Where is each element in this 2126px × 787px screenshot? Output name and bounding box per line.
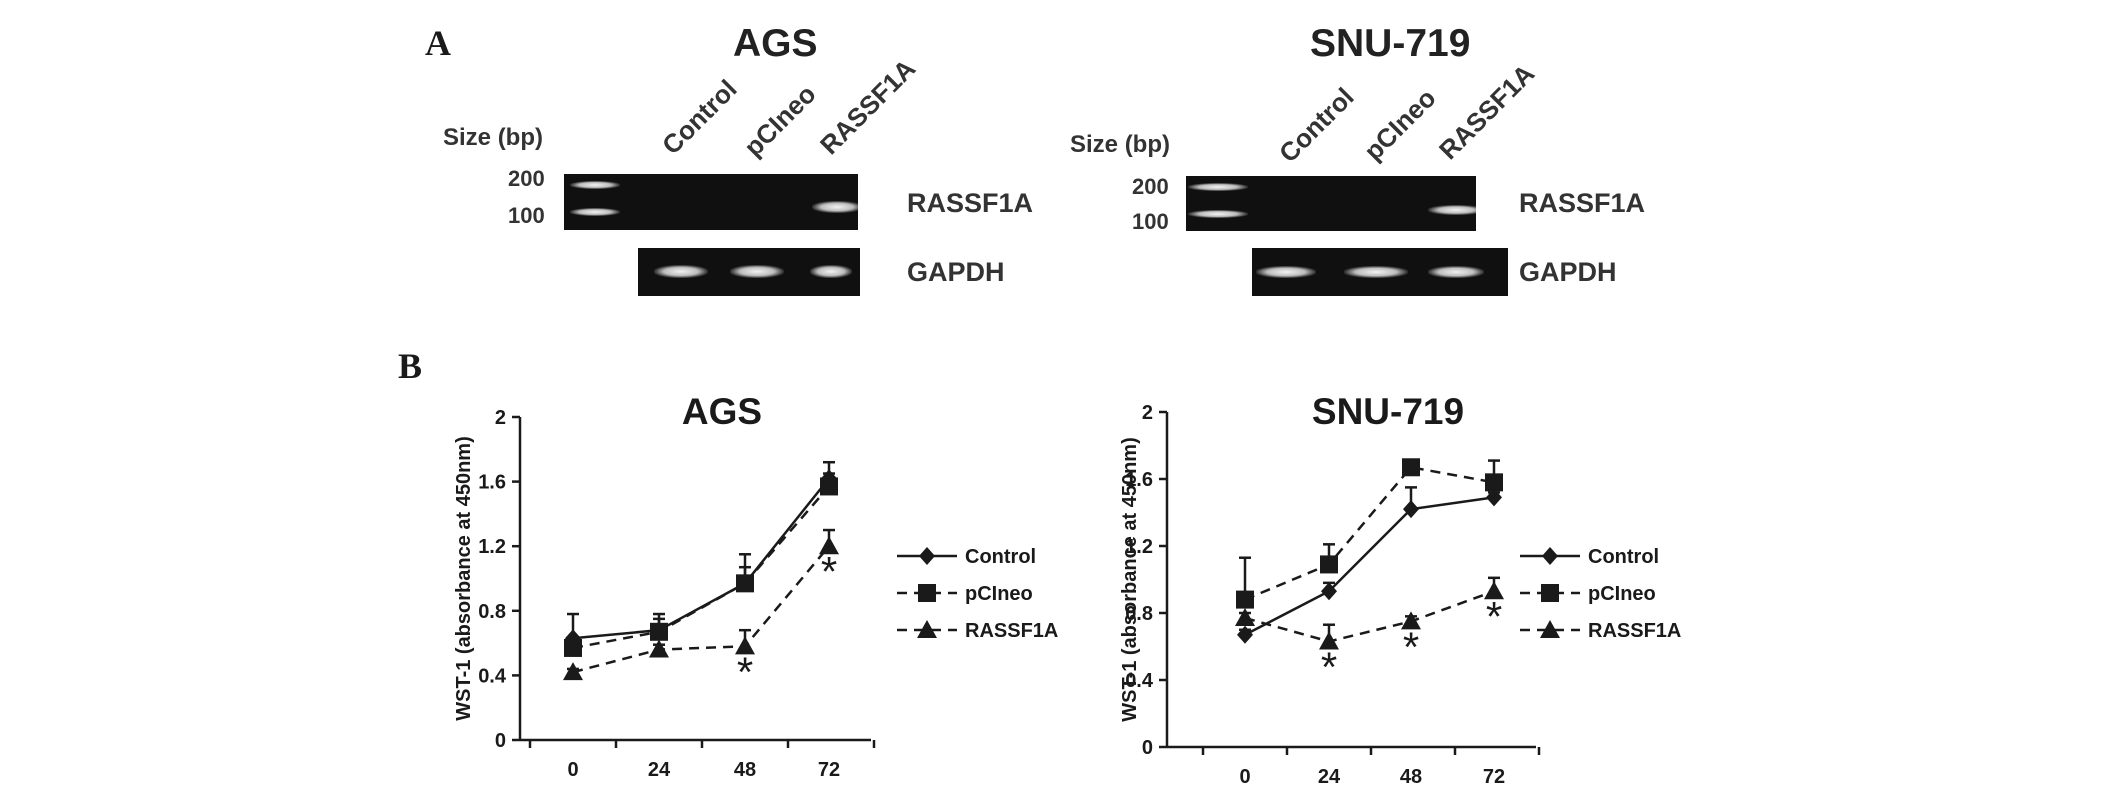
ladder-band-100 xyxy=(1188,210,1248,218)
chart0-series-line-rassf1a xyxy=(572,545,830,674)
chart0-series-line-pcineo xyxy=(572,485,830,650)
chart0-series-line-control xyxy=(572,477,830,640)
chart1-title: SNU-719 xyxy=(1312,391,1464,432)
chart1-y-tick-label: 2 xyxy=(1142,402,1153,424)
chart1-x-tick-label: 48 xyxy=(1400,766,1422,787)
chart1-point-pcineo xyxy=(1320,555,1338,574)
chart1-point-control xyxy=(1486,488,1502,507)
chart1-series-line-control xyxy=(1244,496,1495,636)
marker-200-ags: 200 xyxy=(508,166,545,191)
band-rassf1a-snu719 xyxy=(1428,205,1476,215)
gel-gapdh-ags xyxy=(638,248,860,296)
chart1-x-tick-label: 72 xyxy=(1483,766,1505,787)
chart0-legend-marker-pcineo xyxy=(918,584,936,602)
chart1-legend-label-control: Control xyxy=(1588,546,1659,568)
band-gapdh-pcineo-ags xyxy=(730,265,784,278)
gel-gapdh-snu719 xyxy=(1252,248,1508,296)
chart1-series-line-rassf1a xyxy=(1244,590,1495,643)
chart1-ylabel: WST-1 (absorbance at 450nm) xyxy=(1119,437,1141,722)
chart0-significance-star: * xyxy=(821,548,837,595)
chart0-point-rassf1a xyxy=(563,662,583,681)
chart1-point-pcineo xyxy=(1402,458,1420,477)
band-gapdh-rassf1a-snu719 xyxy=(1428,266,1484,278)
chart0-y-tick-label: 1.2 xyxy=(478,536,506,558)
chart0-y-tick-label: 0.4 xyxy=(478,665,507,687)
chart1-x-tick-label: 0 xyxy=(1239,766,1250,787)
chart0-x-tick-label: 24 xyxy=(648,759,671,781)
chart1-y-tick-label: 1.6 xyxy=(1125,469,1153,491)
marker-100-ags: 100 xyxy=(508,203,545,228)
chart0-legend-label-pcineo: pCIneo xyxy=(965,583,1033,605)
marker-100-snu719: 100 xyxy=(1132,209,1169,234)
chart0-point-rassf1a xyxy=(735,636,755,655)
chart1-point-rassf1a xyxy=(1235,608,1255,627)
chart0-legend-label-control: Control xyxy=(965,546,1036,568)
chart1-point-rassf1a xyxy=(1401,611,1421,630)
chart1-y-tick-label: 0.4 xyxy=(1125,670,1154,692)
chart0-x-tick-label: 48 xyxy=(734,759,756,781)
chart1-legend-label-rassf1a: RASSF1A xyxy=(1588,620,1681,642)
chart1-point-pcineo xyxy=(1236,590,1254,609)
band-rassf1a-ags xyxy=(812,201,858,213)
chart0-x-tick-label: 72 xyxy=(818,759,840,781)
chart1-point-control xyxy=(1237,625,1253,644)
chart0-legend-marker-control xyxy=(919,547,935,565)
chart0-x-tick-label: 0 xyxy=(567,759,578,781)
gel-title-ags: AGS xyxy=(733,22,818,65)
gel-rassf1a-ags xyxy=(564,174,858,230)
chart0-point-rassf1a xyxy=(819,536,839,555)
chart1-y-tick-label: 1.2 xyxy=(1125,536,1153,558)
ladder-band-200 xyxy=(570,181,620,189)
chart1-x-tick-label: 24 xyxy=(1318,766,1341,787)
chart1-legend-label-pcineo: pCIneo xyxy=(1588,583,1656,605)
chart0-point-pcineo xyxy=(564,638,582,657)
chart0-y-tick-label: 1.6 xyxy=(478,472,506,494)
chart0-y-tick-label: 0.8 xyxy=(478,601,506,623)
panel-b-letter: B xyxy=(398,346,423,386)
chart1-significance-star: * xyxy=(1403,623,1419,670)
size-label-snu719: Size (bp) xyxy=(1070,131,1170,158)
chart1-point-pcineo xyxy=(1485,473,1503,492)
chart1-series-line-pcineo xyxy=(1244,465,1495,601)
chart1-significance-star: * xyxy=(1486,593,1502,640)
chart0-y-tick-label: 2 xyxy=(495,407,506,429)
chart1-point-rassf1a xyxy=(1484,581,1504,600)
ladder-band-100 xyxy=(570,208,620,216)
size-label-ags: Size (bp) xyxy=(443,124,543,151)
chart0-significance-star: * xyxy=(737,648,753,695)
chart0-point-pcineo xyxy=(650,622,668,641)
gene-label-rassf1a-snu719: RASSF1A xyxy=(1519,188,1646,218)
marker-200-snu719: 200 xyxy=(1132,174,1169,199)
gene-label-gapdh-snu719: GAPDH xyxy=(1519,257,1617,287)
chart0-point-pcineo xyxy=(736,574,754,593)
chart0-legend-marker-rassf1a xyxy=(917,620,937,638)
gel-title-snu719: SNU-719 xyxy=(1310,22,1471,65)
panel-a-letter: A xyxy=(425,23,451,63)
chart0-y-tick-label: 0 xyxy=(495,730,506,752)
chart1-legend-marker-control xyxy=(1542,547,1558,565)
chart1-y-tick-label: 0 xyxy=(1142,737,1153,759)
band-gapdh-control-ags xyxy=(654,265,708,278)
chart0-point-pcineo xyxy=(820,477,838,496)
chart0-point-rassf1a xyxy=(649,639,669,658)
chart1-legend-marker-pcineo xyxy=(1541,584,1559,602)
chart0-title: AGS xyxy=(682,391,762,432)
chart1-point-control xyxy=(1321,582,1337,601)
chart0-legend-label-rassf1a: RASSF1A xyxy=(965,620,1058,642)
chart1-point-rassf1a xyxy=(1319,631,1339,650)
band-gapdh-rassf1a-ags xyxy=(810,265,852,278)
chart1-significance-star: * xyxy=(1321,643,1337,690)
band-gapdh-pcineo-snu719 xyxy=(1344,266,1408,278)
gel-rassf1a-snu719 xyxy=(1186,176,1476,231)
chart1-legend-marker-rassf1a xyxy=(1540,620,1560,638)
ladder-band-200 xyxy=(1188,183,1248,191)
gene-label-gapdh-ags: GAPDH xyxy=(907,257,1005,287)
gene-label-rassf1a-ags: RASSF1A xyxy=(907,188,1034,218)
chart1-y-tick-label: 0.8 xyxy=(1125,603,1153,625)
chart0-ylabel: WST-1 (absorbance at 450nm) xyxy=(453,436,475,721)
chart1-point-control xyxy=(1403,500,1419,519)
band-gapdh-control-snu719 xyxy=(1256,266,1316,278)
